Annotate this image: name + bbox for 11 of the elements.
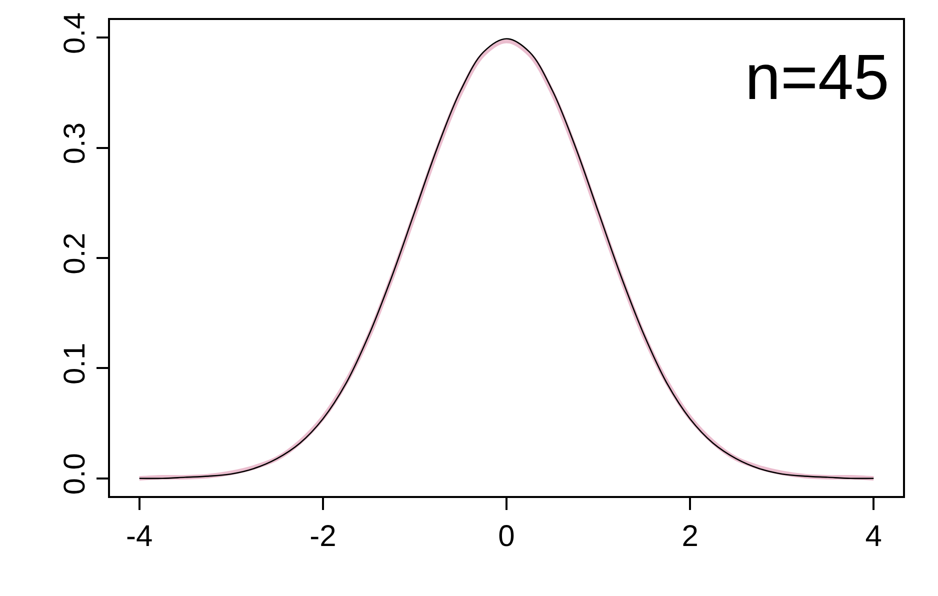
x-tick-label: 0 xyxy=(498,520,515,553)
y-tick-label: 0.0 xyxy=(58,453,92,495)
x-tick-label: -4 xyxy=(126,520,153,553)
y-tick-label: 0.4 xyxy=(58,12,92,54)
x-tick-label: -2 xyxy=(310,520,336,553)
y-tick-label: 0.1 xyxy=(58,342,92,385)
x-tick-label: 4 xyxy=(865,520,882,553)
annotation: n=45 xyxy=(745,41,890,113)
y-tick-label: 0.2 xyxy=(58,232,92,274)
x-tick-label: 2 xyxy=(682,520,698,553)
y-tick-label: 0.3 xyxy=(58,122,92,164)
